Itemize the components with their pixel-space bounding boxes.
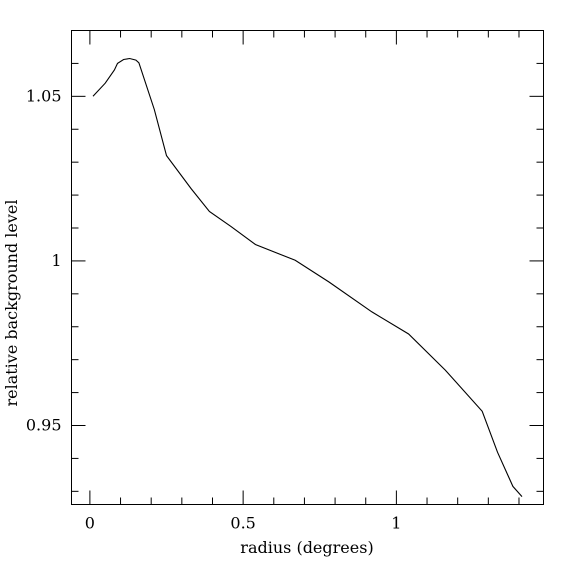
y-tick-label: 1: [51, 251, 61, 270]
y-tick-label: 0.95: [26, 416, 62, 435]
tick-labels: 0 0.5 1 0.95 1 1.05: [26, 86, 402, 532]
y-axis-label: relative background level: [2, 199, 21, 406]
x-tick-label: 1: [391, 514, 401, 533]
y-tick-label: 1.05: [26, 86, 62, 105]
x-tick-label: 0: [85, 514, 95, 533]
series-line: [92, 57, 523, 497]
series-layer: [92, 57, 523, 497]
x-axis-label: radius (degrees): [240, 538, 373, 557]
axis-ticks: [71, 30, 544, 505]
x-tick-label: 0.5: [230, 514, 255, 533]
plot-frame: [71, 30, 544, 505]
